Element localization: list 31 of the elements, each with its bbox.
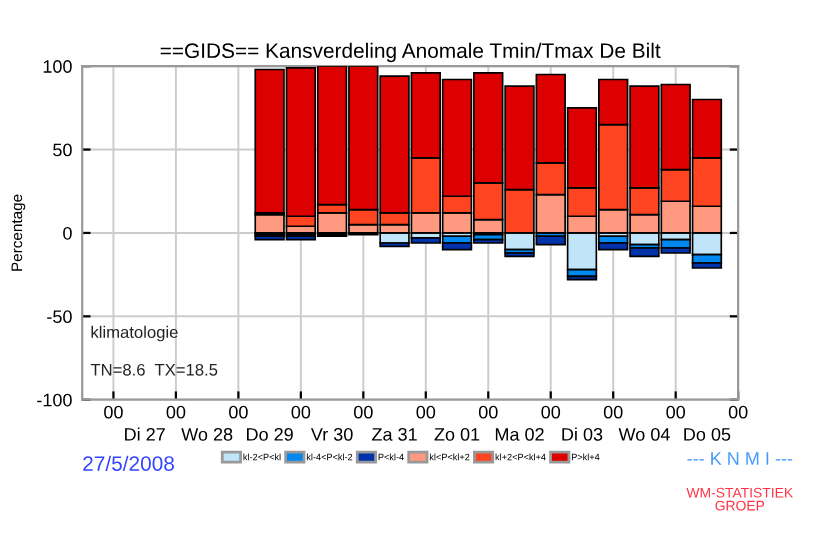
x-tick-label: 00 — [541, 405, 561, 419]
chart-title: ==GIDS== Kansverdeling Anomale Tmin/Tmax De Bilt — [160, 42, 661, 63]
x2-tick-label: Wo 28 — [181, 427, 233, 441]
x2-tick-label: Vr 30 — [310, 427, 353, 441]
x-tick-label: 00 — [291, 405, 311, 419]
x-tick-label: 00 — [728, 405, 748, 419]
annotation: klimatologie — [91, 325, 178, 342]
y-tick-label: -50 — [47, 310, 72, 324]
x-tick-label: 00 — [416, 405, 436, 419]
annotation: TN=8.6 TX=18.5 — [90, 363, 218, 376]
x-tick-label: 00 — [478, 405, 498, 419]
text: --- K N M I --- — [687, 452, 793, 465]
x-tick-label: 00 — [104, 405, 123, 419]
x2-tick-label: Di 03 — [562, 427, 603, 441]
y-tick-label: -100 — [37, 393, 72, 407]
x2-tick-label: Ma 02 — [495, 427, 544, 441]
y-tick-label: 50 — [53, 143, 72, 157]
x-tick-label: 00 — [666, 405, 686, 419]
x2-tick-label: Za 31 — [372, 427, 417, 441]
text: 27/5/2008 — [83, 455, 174, 471]
x-tick-label: 00 — [166, 405, 186, 419]
x2-tick-label: Do 05 — [684, 427, 731, 441]
x2-tick-label: Zo 01 — [434, 427, 480, 441]
x-tick-label: 00 — [603, 405, 623, 419]
y-tick-label: 0 — [63, 226, 72, 240]
x-tick-label: 00 — [353, 405, 373, 419]
x2-tick-label: Do 29 — [247, 427, 293, 441]
x2-tick-label: Di 27 — [125, 427, 165, 441]
x-tick-label: 00 — [229, 405, 248, 419]
y-tick-label: 100 — [43, 60, 72, 73]
x2-tick-label: Wo 04 — [618, 427, 670, 441]
